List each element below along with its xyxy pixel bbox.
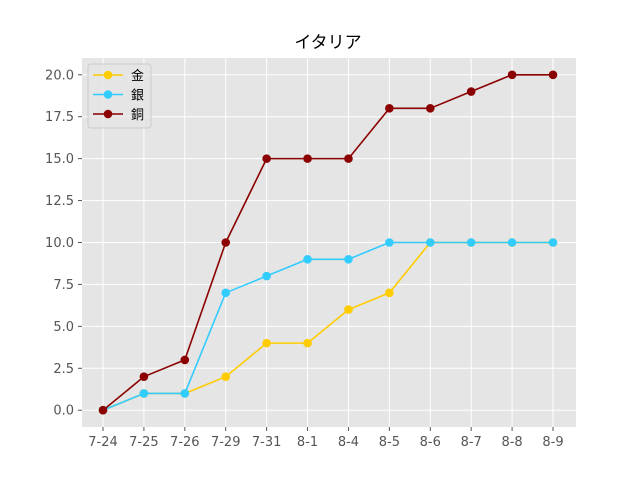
data-point [466, 87, 476, 96]
y-tick-label: 20.0 [45, 68, 74, 83]
data-point [344, 154, 353, 163]
data-point [303, 338, 312, 348]
data-point [139, 372, 149, 381]
data-point [507, 238, 517, 247]
series-line [102, 73, 553, 411]
data-point [221, 372, 231, 381]
data-point [344, 305, 353, 314]
legend-label: 銅 [131, 108, 144, 123]
y-tick-label: 5.0 [53, 320, 74, 335]
data-point [425, 238, 435, 247]
data-point [262, 154, 271, 163]
data-point [548, 70, 558, 80]
x-tick-label: 7-26 [170, 435, 200, 450]
legend-item: 銀 [93, 89, 144, 104]
x-tick-label: 7-24 [88, 435, 118, 450]
x-tick-label: 8-1 [297, 435, 318, 450]
data-point [262, 338, 271, 348]
data-point [303, 254, 312, 264]
data-point [507, 70, 517, 80]
legend: 金銀銅 [87, 63, 152, 129]
x-tick-label: 8-6 [420, 435, 441, 450]
data-point [344, 254, 353, 264]
data-point [303, 154, 312, 163]
data-point [221, 238, 231, 247]
legend-label: 銀 [131, 89, 144, 104]
x-tick-label: 8-4 [338, 435, 359, 450]
x-tick-label: 7-29 [211, 435, 241, 450]
y-tick-label: 15.0 [45, 152, 74, 167]
data-point [262, 271, 271, 281]
data-point [98, 405, 108, 415]
x-tick-label: 7-25 [129, 435, 159, 450]
chart-title: イタリア [294, 33, 361, 53]
data-point [221, 288, 231, 298]
legend-item: 金 [93, 68, 144, 84]
series-2 [98, 70, 558, 415]
series-layer [98, 70, 558, 415]
data-point [548, 238, 558, 247]
y-tick-label: 17.5 [45, 110, 74, 125]
data-point [425, 104, 435, 113]
x-axis: 7-24 7-25 7-26 7-29 7-31 8-1 8-4 8-5 8-6 8-7 8-8 8-… [88, 427, 564, 450]
legend-marker [103, 90, 113, 99]
data-point [180, 355, 190, 365]
y-tick-label: 7.5 [53, 278, 74, 293]
series-1 [98, 238, 558, 415]
data-point [385, 288, 394, 298]
data-point [385, 104, 394, 113]
data-point [466, 238, 476, 247]
y-tick-label: 2.5 [53, 362, 74, 377]
data-point [139, 389, 149, 398]
legend-marker [103, 70, 113, 80]
legend-item: 銅 [93, 108, 144, 123]
y-axis: 0.0 2.5 5.0 7.5 10.0 12.5 15.0 17.5 20.0 [45, 68, 82, 419]
y-tick-label: 10.0 [45, 236, 74, 251]
legend-label: 金 [131, 68, 144, 84]
y-tick-label: 12.5 [45, 194, 74, 209]
data-point [385, 238, 394, 247]
legend-frame [87, 63, 152, 129]
series-line [102, 241, 553, 411]
legend-marker [103, 109, 113, 119]
x-tick-label: 8-8 [501, 435, 522, 450]
x-tick-label: 8-5 [379, 435, 400, 450]
x-tick-label: 7-31 [252, 435, 282, 450]
y-tick-label: 0.0 [53, 404, 74, 419]
data-point [180, 389, 190, 398]
x-tick-label: 8-9 [542, 435, 563, 450]
x-tick-label: 8-7 [461, 435, 482, 450]
